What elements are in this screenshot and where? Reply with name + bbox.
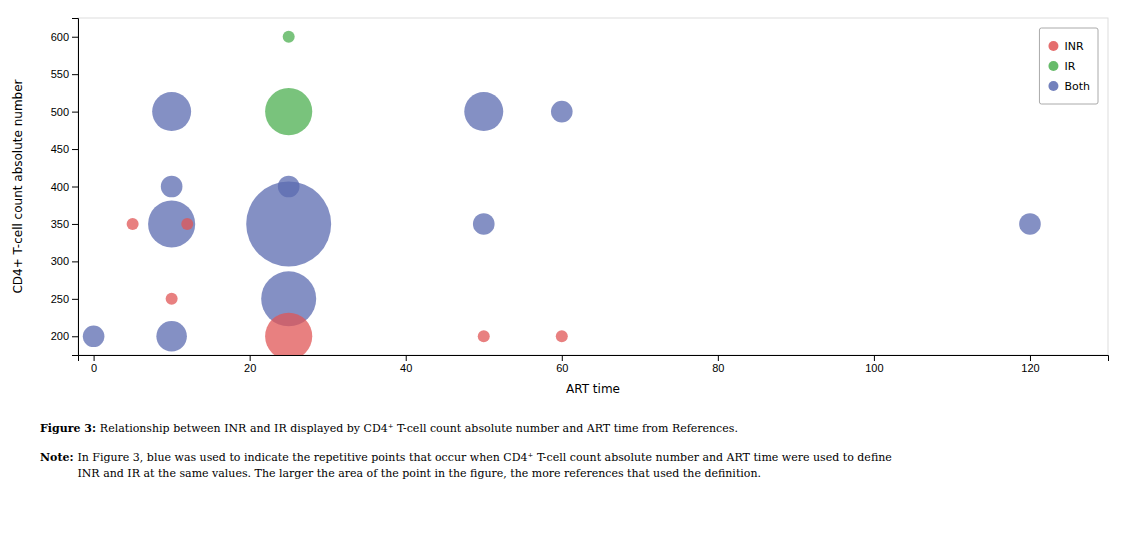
caption-text: In Figure 3, blue was used to indicate t…: [77, 451, 891, 464]
bubble: [265, 313, 312, 355]
bubble: [283, 31, 295, 43]
y-tick: 350: [51, 218, 78, 230]
y-tick-mark: [72, 37, 78, 38]
x-tick: 20: [244, 355, 256, 374]
y-axis: 200 250 300 350 400 450 500 550 600: [51, 19, 79, 356]
x-tick: 80: [712, 355, 724, 374]
bubble: [156, 321, 187, 352]
x-tick-mark: [874, 355, 875, 361]
bubble: [265, 88, 312, 135]
y-tick-mark: [72, 187, 78, 188]
caption-label: Note:: [40, 451, 74, 464]
caption-label: Figure 3:: [40, 422, 96, 435]
bubble: [1019, 213, 1041, 235]
x-tick: 120: [1021, 355, 1039, 374]
caption-text: Relationship between INR and IR displaye…: [100, 422, 738, 435]
x-tick-label: 0: [91, 362, 97, 374]
y-tick-label: 450: [51, 143, 69, 155]
legend-swatch: [1048, 41, 1058, 51]
bubble: [166, 293, 178, 305]
bubble: [152, 92, 191, 131]
legend-label: IR: [1064, 60, 1075, 73]
bubble: [161, 176, 183, 198]
x-axis-line: [79, 356, 1109, 362]
legend-swatch: [1048, 61, 1058, 71]
bubble: [473, 213, 495, 235]
x-tick-mark: [718, 355, 719, 361]
bubble: [83, 325, 105, 347]
x-tick-label: 120: [1021, 362, 1039, 374]
x-tick-label: 40: [400, 362, 412, 374]
legend-swatch: [1048, 81, 1058, 91]
bubble: [127, 218, 139, 230]
x-tick-label: 80: [712, 362, 724, 374]
bubble: [478, 330, 490, 342]
x-tick: 60: [556, 355, 568, 374]
legend-label: INR: [1064, 40, 1083, 53]
plot-frame: [78, 18, 1108, 355]
caption: Figure 3: Relationship between INR and IR…: [40, 422, 892, 480]
y-tick-mark: [72, 336, 78, 337]
y-tick-label: 500: [51, 106, 69, 118]
y-tick: 250: [51, 293, 78, 305]
legend-box: [1039, 28, 1098, 104]
y-tick-mark: [72, 299, 78, 300]
points: [83, 31, 1041, 355]
y-tick-mark: [72, 149, 78, 150]
y-axis-line: [72, 19, 79, 356]
x-axis-title: ART time: [566, 382, 620, 396]
y-axis-title: CD4+ T-cell count absolute number: [11, 79, 25, 293]
y-tick: 450: [51, 143, 78, 155]
x-tick-mark: [406, 355, 407, 361]
y-tick: 400: [51, 181, 78, 193]
y-tick-mark: [72, 261, 78, 262]
y-tick-label: 550: [51, 68, 69, 80]
y-tick-mark: [72, 224, 78, 225]
y-tick-mark: [72, 112, 78, 113]
bubble: [464, 92, 503, 131]
y-tick: 600: [51, 31, 78, 43]
legend: INR IR Both: [1039, 28, 1098, 104]
bubble: [181, 218, 193, 230]
y-tick: 550: [51, 68, 78, 80]
bubble: [148, 200, 195, 247]
y-tick-label: 300: [51, 255, 69, 267]
legend-item: Both: [1048, 80, 1090, 93]
caption-text: INR and IR at the same values. The large…: [77, 467, 761, 480]
y-tick: 200: [51, 330, 78, 342]
x-tick-mark: [562, 355, 563, 361]
y-tick-label: 350: [51, 218, 69, 230]
x-axis: 0 20 40 60 80 100 120: [79, 355, 1109, 374]
x-tick-mark: [1030, 355, 1031, 361]
legend-label: Both: [1064, 80, 1090, 93]
bubble: [551, 101, 573, 123]
bubble: [556, 330, 568, 342]
x-tick: 40: [400, 355, 412, 374]
x-tick: 0: [91, 355, 97, 374]
chart: 0 20 40 60 80 100 120 200 250 300 350 400 450 500 550 6…: [0, 0, 1133, 558]
y-tick-label: 200: [51, 330, 69, 342]
y-tick: 300: [51, 255, 78, 267]
x-tick-label: 20: [244, 362, 256, 374]
y-tick-label: 600: [51, 31, 69, 43]
x-tick-mark: [94, 355, 95, 361]
plot: 0 20 40 60 80 100 120 200 250 300 350 400 450 500 550 6…: [51, 18, 1109, 374]
x-tick-mark: [250, 355, 251, 361]
x-tick-label: 60: [556, 362, 568, 374]
y-tick: 500: [51, 106, 78, 118]
bubble: [246, 181, 331, 266]
legend-item: IR: [1048, 60, 1075, 73]
x-tick: 100: [865, 355, 883, 374]
y-tick-label: 400: [51, 181, 69, 193]
y-tick-label: 250: [51, 293, 69, 305]
legend-item: INR: [1048, 40, 1083, 53]
x-tick-label: 100: [865, 362, 883, 374]
y-tick-mark: [72, 74, 78, 75]
